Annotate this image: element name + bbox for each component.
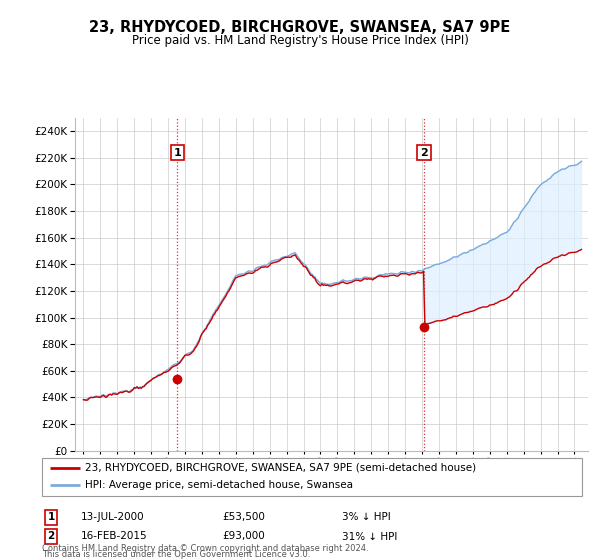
Text: 1: 1 — [173, 148, 181, 157]
Text: 1: 1 — [47, 512, 55, 522]
Text: 16-FEB-2015: 16-FEB-2015 — [81, 531, 148, 542]
Text: 23, RHYDYCOED, BIRCHGROVE, SWANSEA, SA7 9PE: 23, RHYDYCOED, BIRCHGROVE, SWANSEA, SA7 … — [89, 20, 511, 35]
Text: 23, RHYDYCOED, BIRCHGROVE, SWANSEA, SA7 9PE (semi-detached house): 23, RHYDYCOED, BIRCHGROVE, SWANSEA, SA7 … — [85, 463, 476, 473]
Text: Price paid vs. HM Land Registry's House Price Index (HPI): Price paid vs. HM Land Registry's House … — [131, 34, 469, 46]
Text: £53,500: £53,500 — [222, 512, 265, 522]
Text: 2: 2 — [420, 148, 428, 157]
Text: 3% ↓ HPI: 3% ↓ HPI — [342, 512, 391, 522]
Text: HPI: Average price, semi-detached house, Swansea: HPI: Average price, semi-detached house,… — [85, 480, 353, 491]
Text: £93,000: £93,000 — [222, 531, 265, 542]
Text: 2: 2 — [47, 531, 55, 542]
Text: This data is licensed under the Open Government Licence v3.0.: This data is licensed under the Open Gov… — [42, 550, 310, 559]
Text: 31% ↓ HPI: 31% ↓ HPI — [342, 531, 397, 542]
FancyBboxPatch shape — [42, 458, 582, 496]
Text: 13-JUL-2000: 13-JUL-2000 — [81, 512, 145, 522]
Text: Contains HM Land Registry data © Crown copyright and database right 2024.: Contains HM Land Registry data © Crown c… — [42, 544, 368, 553]
